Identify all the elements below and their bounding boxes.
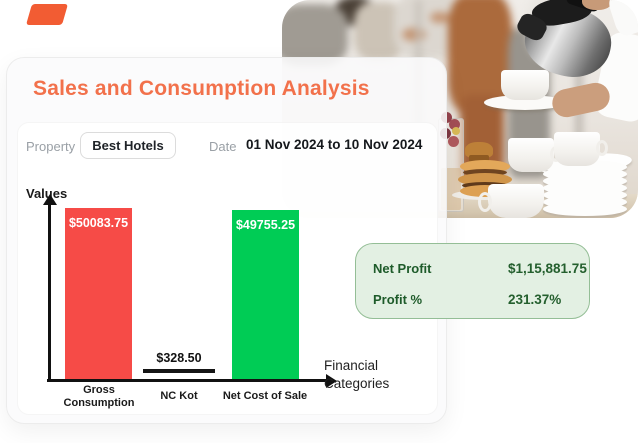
bar-gross-consumption: $50083.75 (65, 208, 132, 379)
category-label: Gross Consumption (63, 384, 135, 409)
waiter-hand (582, 0, 612, 10)
bar-value-label: $50083.75 (68, 216, 129, 230)
bar-value-label: $49755.25 (235, 218, 296, 232)
x-axis-line (47, 379, 328, 382)
coffee-cup (554, 132, 600, 166)
bar-net-cost-of-sale: $49755.25 (232, 210, 299, 379)
y-axis-arrow-icon (43, 194, 57, 205)
orange-ribbon-decoration (25, 4, 69, 25)
property-label: Property (26, 139, 76, 154)
bar-value-label: $328.50 (156, 351, 202, 365)
muffin (465, 142, 493, 158)
plate-stack (543, 160, 627, 218)
x-axis-arrow-icon (326, 374, 337, 388)
analysis-card: Sales and Consumption Analysis Property … (6, 57, 447, 424)
net-profit-summary-box: Net Profit $1,15,881.75 Profit % 231.37% (355, 243, 590, 319)
date-range-value[interactable]: 01 Nov 2024 to 10 Nov 2024 (246, 137, 423, 152)
date-label: Date (209, 139, 237, 154)
category-label: Net Cost of Sale (222, 390, 308, 402)
coffee-cup (508, 138, 554, 172)
cup-being-filled (501, 70, 549, 100)
net-profit-label: Net Profit (373, 261, 432, 276)
bar-nc-kot (143, 369, 215, 373)
profit-percent-value: 231.37% (508, 292, 562, 307)
saucer (484, 95, 566, 110)
page-title: Sales and Consumption Analysis (33, 77, 370, 100)
category-label: NC Kot (160, 390, 198, 402)
y-axis-line (48, 205, 51, 379)
property-select[interactable]: Best Hotels (80, 132, 176, 159)
x-axis-label: Financial Categories (324, 358, 390, 391)
profit-percent-label: Profit % (373, 292, 423, 307)
net-profit-value: $1,15,881.75 (508, 261, 587, 276)
coffee-cup (488, 184, 544, 218)
